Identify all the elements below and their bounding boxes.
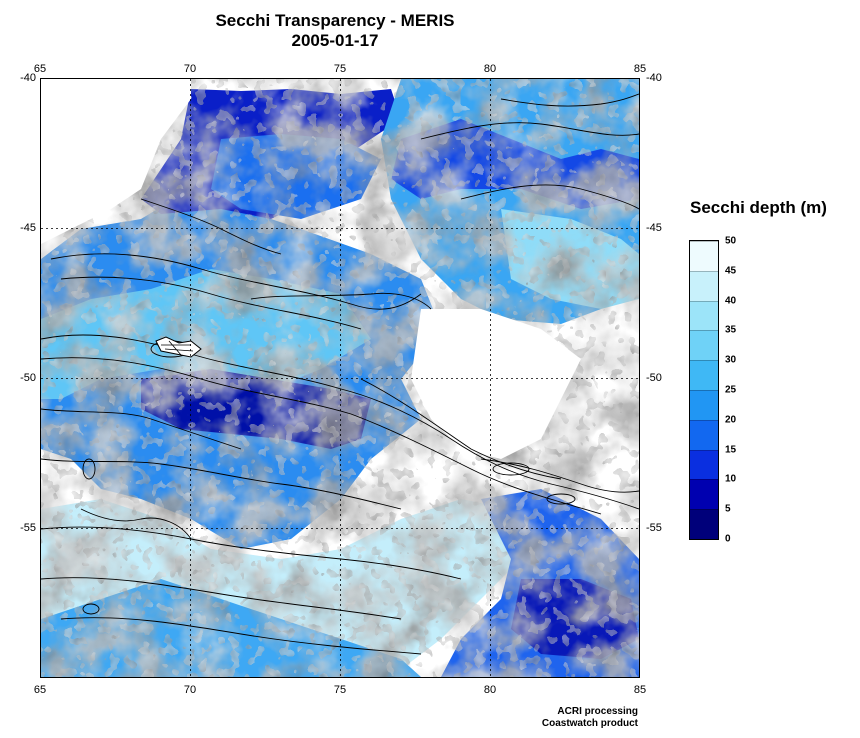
colorbar-band bbox=[690, 241, 718, 271]
contour-line bbox=[60, 617, 422, 655]
colorbar-band bbox=[690, 300, 718, 331]
lat-tick-right: -45 bbox=[646, 222, 662, 234]
credit-product: Coastwatch product bbox=[541, 718, 638, 729]
lat-tick-left: -45 bbox=[20, 222, 36, 234]
no-data-center bbox=[411, 309, 581, 459]
lon-tick-top: 80 bbox=[483, 63, 497, 75]
contour-line bbox=[250, 292, 432, 310]
secchi-depth-layer bbox=[41, 79, 639, 677]
colorbar-tick-label: 25 bbox=[725, 384, 737, 396]
lat-tick-left: -40 bbox=[20, 72, 36, 84]
contour-line bbox=[460, 184, 639, 210]
colorbar-band bbox=[690, 330, 718, 361]
bathymetry-contours bbox=[41, 93, 639, 655]
contour-line bbox=[82, 458, 96, 480]
map-title: Secchi Transparency - MERIS bbox=[215, 11, 455, 30]
contour-line bbox=[420, 122, 639, 140]
contour-line bbox=[50, 253, 422, 310]
colorbar-band bbox=[690, 360, 718, 390]
contour-line bbox=[82, 603, 100, 615]
map-date: 2005-01-17 bbox=[291, 31, 379, 50]
colorbar-tick-label: 0 bbox=[725, 533, 731, 545]
contour-line bbox=[41, 357, 602, 515]
colorbar-band bbox=[690, 390, 718, 420]
contour-line bbox=[360, 378, 562, 480]
lat-tick-left: -50 bbox=[20, 372, 36, 384]
colorbar-tick-label: 15 bbox=[725, 444, 737, 456]
colorbar bbox=[689, 240, 719, 540]
lon-tick-top: 75 bbox=[333, 63, 347, 75]
contour-line bbox=[546, 493, 576, 505]
lat-tick-right: -55 bbox=[646, 522, 662, 534]
lon-tick-bottom: 85 bbox=[633, 684, 647, 696]
colorbar-tick-label: 40 bbox=[725, 295, 737, 307]
no-data-top-left bbox=[41, 79, 191, 244]
colorbar-tick-label: 50 bbox=[725, 235, 737, 247]
colorbar-tick-label: 20 bbox=[725, 414, 737, 426]
contour-line bbox=[60, 276, 362, 330]
colorbar-tick-label: 30 bbox=[725, 354, 737, 366]
lon-tick-bottom: 70 bbox=[183, 684, 197, 696]
lat-tick-right: -50 bbox=[646, 372, 662, 384]
colorbar-tick-label: 10 bbox=[725, 473, 737, 485]
colorbar-band bbox=[690, 419, 718, 450]
island-marker bbox=[155, 336, 202, 358]
credit-processing: ACRI processing bbox=[557, 706, 638, 717]
colorbar-tick-label: 5 bbox=[725, 503, 731, 515]
lat-tick-right: -40 bbox=[646, 72, 662, 84]
lon-tick-bottom: 75 bbox=[333, 684, 347, 696]
lon-tick-bottom: 80 bbox=[483, 684, 497, 696]
lat-tick-left: -55 bbox=[20, 522, 36, 534]
lon-tick-top: 70 bbox=[183, 63, 197, 75]
lon-tick-top: 65 bbox=[33, 63, 47, 75]
contour-line bbox=[492, 462, 530, 476]
colorbar-band bbox=[690, 449, 718, 480]
lon-tick-top: 85 bbox=[633, 63, 647, 75]
colorbar-band bbox=[690, 509, 718, 539]
colorbar-tick-label: 45 bbox=[725, 265, 737, 277]
contour-line bbox=[140, 198, 282, 255]
colorbar-band bbox=[690, 479, 718, 510]
contour-line bbox=[500, 93, 639, 107]
lon-tick-bottom: 65 bbox=[33, 684, 47, 696]
colorbar-tick-label: 35 bbox=[725, 324, 737, 336]
contour-line bbox=[41, 458, 402, 510]
secchi-map-canvas bbox=[41, 79, 639, 677]
contour-line bbox=[41, 577, 402, 620]
contour-line bbox=[41, 408, 242, 450]
contour-line bbox=[80, 508, 192, 540]
contour-line bbox=[480, 458, 639, 493]
colorbar-band bbox=[690, 270, 718, 301]
contour-line bbox=[41, 526, 462, 580]
legend-title: Secchi depth (m) bbox=[690, 198, 827, 217]
secchi-map bbox=[40, 78, 640, 678]
